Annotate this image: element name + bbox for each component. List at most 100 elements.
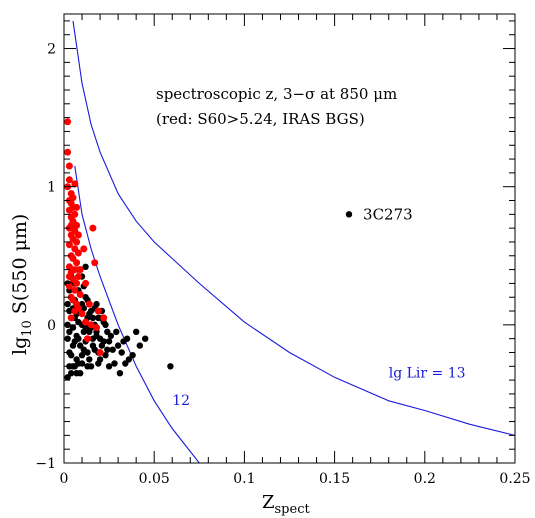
y-tick-label: 0 (47, 318, 56, 334)
red-point (69, 194, 77, 202)
red-point (65, 162, 73, 170)
black-point (87, 363, 95, 370)
red-point (76, 291, 84, 298)
black-point (104, 328, 111, 335)
red-point (64, 148, 72, 156)
red-point (73, 259, 81, 267)
red-point (82, 318, 90, 326)
black-point (95, 314, 102, 322)
black-point (66, 328, 73, 335)
black-point (86, 310, 93, 317)
red-point (96, 349, 104, 356)
curve-line-1 (74, 165, 200, 463)
red-point (73, 221, 81, 229)
red-point (65, 241, 73, 249)
curve-label-lir-12: 12 (172, 393, 190, 409)
red-point (65, 273, 73, 280)
red-point (65, 206, 73, 214)
black-point (102, 352, 109, 359)
black-point (104, 346, 111, 353)
black-point (345, 211, 353, 218)
data-points (64, 118, 353, 381)
black-point (125, 356, 133, 363)
x-tick-label: 0.15 (319, 471, 350, 487)
red-point (85, 300, 93, 308)
black-point (69, 363, 77, 370)
black-point (105, 338, 113, 345)
black-point (80, 328, 88, 335)
x-tick-label: 0.1 (233, 471, 255, 487)
black-point (167, 363, 174, 370)
x-tick-label: 0.25 (499, 471, 530, 487)
y-tick-label: 1 (47, 180, 56, 196)
red-point (91, 259, 99, 267)
red-point (84, 335, 91, 343)
luminosity-curves (72, 20, 515, 463)
y-axis-title: lg10 S(550 μm) (9, 214, 35, 355)
x-axis-title-sub: spect (275, 502, 311, 517)
annotation-line-1: spectroscopic z, 3−σ at 850 μm (156, 85, 397, 103)
black-point (95, 360, 102, 367)
red-point (82, 279, 90, 287)
plot-frame (63, 13, 516, 464)
black-point (109, 346, 116, 353)
x-tick-label: 0 (60, 471, 69, 487)
x-axis-title-main: Z (262, 492, 275, 513)
red-point (67, 314, 75, 322)
y-tick-label: 2 (47, 42, 56, 58)
annotation-line-2: (red: S60>5.24, IRAS BGS) (156, 110, 365, 128)
black-point (105, 363, 113, 370)
black-point (68, 352, 75, 359)
x-tick-label: 0.05 (139, 471, 170, 487)
red-point (93, 324, 100, 332)
black-point (77, 342, 84, 349)
red-point (80, 245, 88, 253)
red-point (65, 282, 73, 290)
black-point (89, 314, 97, 322)
y-axis-title-sub: 10 (20, 320, 35, 337)
black-point (116, 370, 124, 377)
black-point (98, 342, 106, 349)
black-point (93, 332, 100, 340)
black-point (69, 324, 77, 331)
x-axis-title: Zspect (262, 492, 310, 517)
red-point (89, 224, 97, 232)
black-point (73, 370, 80, 377)
black-point (64, 300, 71, 308)
red-point (73, 238, 81, 246)
point-label-3c273: 3C273 (363, 205, 413, 223)
black-point (114, 342, 122, 349)
black-point (68, 370, 75, 377)
red-point (67, 221, 75, 229)
black-point (129, 352, 136, 359)
black-point (122, 360, 129, 367)
black-point (123, 335, 131, 342)
black-point (118, 349, 125, 356)
y-tick-label: −1 (35, 456, 56, 472)
black-point (64, 374, 71, 381)
black-point (133, 328, 140, 335)
red-point (74, 231, 82, 239)
black-point (113, 328, 120, 335)
black-point (136, 342, 143, 349)
red-point (74, 273, 82, 280)
black-point (82, 263, 89, 270)
black-point (86, 356, 93, 363)
red-point (73, 203, 81, 211)
red-point (74, 249, 82, 257)
black-point (102, 321, 109, 328)
red-point (64, 118, 72, 126)
red-point (78, 310, 86, 318)
black-point (78, 352, 86, 359)
red-point (73, 279, 81, 287)
red-point (71, 286, 79, 294)
red-point (76, 266, 84, 274)
red-point (100, 314, 108, 322)
red-point (71, 307, 79, 315)
black-point (73, 332, 80, 340)
red-point (94, 307, 102, 315)
black-point (75, 360, 82, 367)
y-axis-title-rest: S(550 μm) (9, 214, 31, 321)
